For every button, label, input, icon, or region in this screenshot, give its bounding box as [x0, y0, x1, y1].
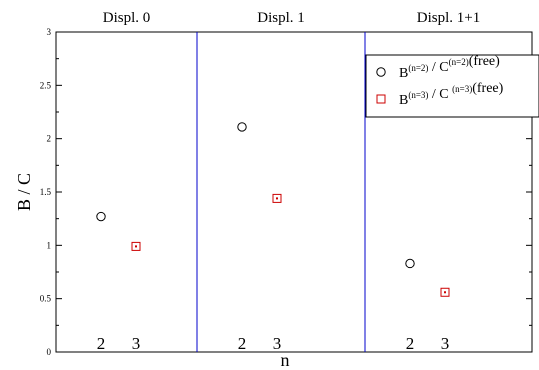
n-tick-label: 3: [273, 334, 282, 353]
y-tick-label: 2.5: [40, 80, 52, 90]
n-tick-label: 2: [97, 334, 106, 353]
panel-titles: Displ. 0 Displ. 1 Displ. 1+1: [103, 10, 480, 26]
n-tick-label: 2: [238, 334, 247, 353]
legend-label: B(n=2) / C(n=2)(free): [399, 54, 500, 81]
y-tick-label: 2: [47, 134, 52, 144]
x-axis-title: n: [281, 350, 290, 370]
legend-label: B(n=3) / C (n=3)(free): [399, 81, 504, 108]
data-point-circle: [405, 258, 415, 269]
panel-title: Displ. 1: [257, 10, 305, 26]
panel-dividers: [196, 32, 366, 352]
data-markers: [96, 122, 450, 297]
y-tick-label: 1.5: [40, 187, 52, 197]
panel-title: Displ. 1+1: [417, 10, 480, 26]
data-point-square: [131, 241, 141, 251]
y-tick-label: 3: [47, 27, 52, 37]
n-tick-label: 3: [441, 334, 450, 353]
n-labels: 2 3 2 3 2 3: [97, 334, 450, 353]
n-tick-label: 3: [132, 334, 141, 353]
y-tick-label: 1: [47, 240, 52, 250]
data-point-circle: [96, 211, 106, 222]
y-tick-label: 0.5: [40, 294, 52, 304]
legend: B(n=2) / C(n=2)(free)B(n=3) / C (n=3)(fr…: [365, 54, 539, 118]
panel-title: Displ. 0: [103, 10, 151, 26]
data-point-square: [440, 287, 450, 297]
y-axis: 0 0.5 1 1.5 2 2.5 3: [40, 27, 532, 357]
legend-box: [365, 54, 539, 118]
y-axis-title: B / C: [14, 173, 34, 211]
legend-marker-circle: [376, 67, 386, 77]
legend-marker-square: [376, 94, 386, 104]
data-point-circle: [237, 122, 247, 132]
data-point-square: [272, 193, 282, 203]
y-tick-label: 0: [47, 347, 52, 357]
n-tick-label: 2: [406, 334, 415, 353]
